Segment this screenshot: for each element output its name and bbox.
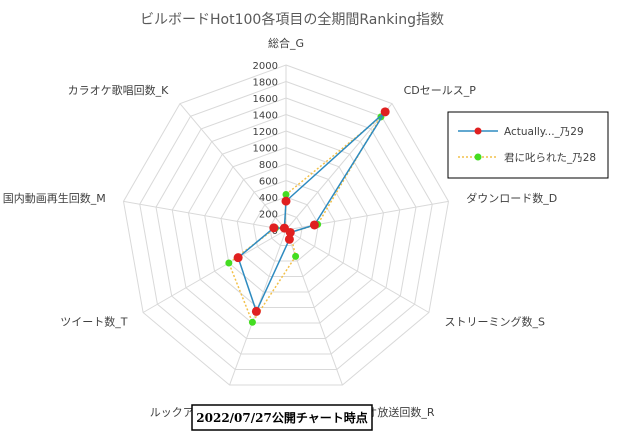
tick-label-4: 800 <box>259 160 278 171</box>
grid-ring-9 <box>139 80 433 371</box>
grid-ring-6 <box>187 130 385 324</box>
tick-label-6: 1200 <box>253 127 278 138</box>
axis-label-1: CDセールス_P <box>404 84 477 97</box>
axis-label-8: カラオケ歌唱回数_K <box>68 83 169 97</box>
series-2 <box>225 113 385 326</box>
series-1-point-0 <box>281 196 291 206</box>
tick-label-3: 600 <box>259 177 278 188</box>
axis-label-7: 国内動画再生回数_M <box>3 191 106 205</box>
radial-tick-labels: 0200400600800100012001400160018002000 <box>253 61 278 237</box>
spoke-3 <box>285 229 430 313</box>
caption-border <box>191 404 373 431</box>
legend: Actually..._乃29 君に叱られた_乃28 <box>447 111 609 179</box>
grid-ring-7 <box>171 113 401 340</box>
tick-label-10: 2000 <box>253 61 278 72</box>
spoke-6 <box>142 229 287 313</box>
spoke-7 <box>123 200 287 231</box>
series-1-point-6 <box>233 253 243 263</box>
legend-marker-series-1 <box>474 127 482 135</box>
grid-ring-5 <box>204 146 368 309</box>
legend-box <box>447 111 609 179</box>
caption-text: 2022/07/27公開チャート時点 <box>196 410 367 425</box>
series-1-point-4 <box>284 234 294 244</box>
axis-label-6: ツイート数_T <box>60 316 127 329</box>
grid-ring-8 <box>155 97 417 355</box>
series-1-point-1 <box>380 107 390 117</box>
caption-box: 2022/07/27公開チャート時点 <box>191 404 373 431</box>
legend-marker-series-2 <box>474 153 482 161</box>
tick-label-1: 200 <box>259 210 278 221</box>
series-1-point-8 <box>279 223 289 233</box>
series-1-point-5 <box>251 306 261 316</box>
grid-ring-4 <box>220 163 352 293</box>
tick-label-8: 1600 <box>253 94 278 105</box>
tick-label-7: 1400 <box>253 111 278 122</box>
series-2-point-6 <box>225 259 233 267</box>
axis-label-3: ストリーミング数_S <box>444 315 544 329</box>
series-layer <box>225 107 390 326</box>
axis-label-0: 総合_G <box>268 36 304 50</box>
tick-label-9: 1800 <box>253 78 278 89</box>
grid-ring-2 <box>252 196 320 262</box>
axis-label-2: ダウンロード数_D <box>466 191 557 205</box>
series-1-point-2 <box>309 220 319 230</box>
axis-labels: 総合_GCDセールス_Pダウンロード数_Dストリーミング数_Sラジオ放送回数_R… <box>3 36 557 419</box>
spoke-1 <box>285 103 393 231</box>
series-1 <box>233 107 390 316</box>
series-2-point-0 <box>282 191 290 199</box>
series-2-point-4 <box>292 252 300 260</box>
chart-title: ビルボードHot100各項目の全期間Ranking指数 <box>140 11 444 28</box>
legend-label-series-1: Actually..._乃29 <box>504 126 584 138</box>
tick-label-5: 1000 <box>253 144 278 155</box>
tick-label-2: 400 <box>259 193 278 204</box>
series-1-point-7 <box>269 223 279 233</box>
series-2-point-5 <box>248 318 256 326</box>
legend-label-series-2: 君に叱られた_乃28 <box>504 152 596 164</box>
grid-ring-10 <box>122 64 450 386</box>
series-1-line <box>237 111 386 314</box>
spoke-8 <box>179 103 287 231</box>
